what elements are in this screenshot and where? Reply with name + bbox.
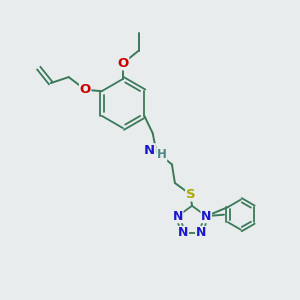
- Text: O: O: [117, 57, 129, 70]
- Text: H: H: [157, 148, 166, 161]
- Text: N: N: [178, 226, 188, 239]
- Text: N: N: [172, 210, 183, 223]
- Text: N: N: [201, 210, 211, 223]
- Text: S: S: [186, 188, 195, 201]
- Text: N: N: [144, 144, 155, 157]
- Text: O: O: [80, 83, 91, 96]
- Text: N: N: [196, 226, 206, 239]
